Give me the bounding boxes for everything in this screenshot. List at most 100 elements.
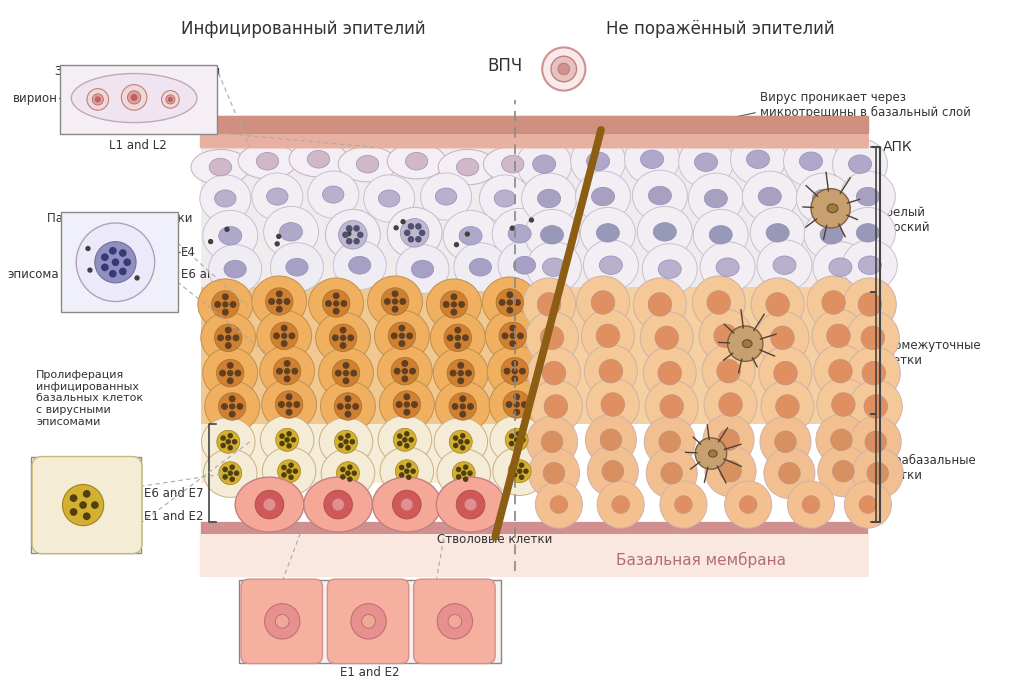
Circle shape (811, 189, 850, 228)
Circle shape (640, 311, 693, 364)
Circle shape (345, 404, 350, 409)
Ellipse shape (489, 379, 544, 430)
Ellipse shape (319, 417, 373, 466)
Ellipse shape (813, 242, 868, 292)
Circle shape (416, 224, 421, 229)
Circle shape (846, 311, 899, 364)
Circle shape (510, 333, 515, 338)
Circle shape (660, 462, 682, 484)
Circle shape (465, 440, 469, 444)
Circle shape (350, 440, 354, 444)
Circle shape (519, 368, 525, 374)
Ellipse shape (498, 240, 551, 290)
Circle shape (867, 462, 889, 484)
Bar (201, 424, 515, 483)
Circle shape (225, 227, 229, 232)
Circle shape (334, 293, 339, 298)
Circle shape (400, 219, 429, 247)
Circle shape (71, 495, 77, 501)
Ellipse shape (204, 449, 257, 497)
Circle shape (449, 615, 462, 628)
Circle shape (334, 393, 361, 420)
FancyBboxPatch shape (328, 579, 409, 663)
Ellipse shape (841, 171, 895, 222)
Circle shape (264, 604, 300, 639)
Ellipse shape (493, 208, 547, 260)
Ellipse shape (270, 242, 324, 292)
Circle shape (236, 370, 241, 376)
Ellipse shape (286, 258, 308, 276)
Circle shape (354, 226, 359, 231)
Circle shape (217, 430, 240, 454)
Circle shape (501, 357, 528, 385)
Circle shape (226, 335, 230, 340)
Circle shape (831, 393, 855, 416)
Circle shape (354, 238, 359, 244)
Circle shape (341, 301, 346, 306)
Circle shape (285, 298, 290, 304)
Circle shape (450, 430, 472, 454)
Circle shape (454, 436, 458, 440)
Circle shape (120, 268, 126, 275)
Circle shape (456, 335, 461, 340)
Circle shape (519, 463, 523, 467)
Circle shape (543, 462, 565, 484)
Circle shape (113, 259, 119, 266)
Ellipse shape (742, 339, 752, 348)
Circle shape (703, 415, 754, 465)
Circle shape (407, 333, 413, 339)
Circle shape (529, 380, 583, 433)
Circle shape (343, 378, 349, 384)
Circle shape (420, 230, 425, 236)
Ellipse shape (430, 312, 485, 363)
Circle shape (596, 324, 620, 348)
Ellipse shape (421, 173, 472, 220)
Circle shape (122, 85, 146, 110)
Circle shape (326, 301, 331, 306)
Circle shape (339, 443, 343, 447)
Ellipse shape (633, 170, 687, 221)
Circle shape (455, 327, 461, 333)
Circle shape (512, 465, 516, 470)
Circle shape (524, 469, 528, 473)
Circle shape (404, 469, 409, 473)
Circle shape (460, 404, 465, 409)
Circle shape (818, 446, 869, 497)
Circle shape (337, 462, 359, 485)
Ellipse shape (308, 278, 364, 329)
Bar (515, 287, 868, 424)
Ellipse shape (483, 147, 542, 182)
FancyBboxPatch shape (200, 521, 869, 577)
Circle shape (714, 324, 737, 348)
Circle shape (443, 302, 449, 307)
Circle shape (514, 409, 519, 415)
Circle shape (345, 396, 350, 402)
Circle shape (110, 270, 116, 277)
Circle shape (287, 432, 291, 436)
Ellipse shape (538, 189, 560, 208)
Circle shape (597, 481, 644, 528)
Circle shape (510, 341, 515, 346)
Circle shape (602, 460, 624, 482)
Circle shape (332, 499, 344, 511)
Circle shape (449, 393, 476, 420)
Circle shape (519, 475, 523, 479)
Circle shape (822, 291, 846, 314)
Circle shape (276, 234, 281, 238)
Circle shape (457, 467, 461, 471)
Ellipse shape (256, 152, 279, 170)
Circle shape (287, 444, 291, 448)
Circle shape (401, 220, 406, 223)
Circle shape (218, 335, 223, 341)
Circle shape (462, 471, 466, 475)
Ellipse shape (203, 210, 258, 261)
Ellipse shape (338, 147, 397, 182)
Circle shape (275, 391, 303, 418)
Circle shape (759, 347, 812, 400)
Ellipse shape (304, 477, 373, 532)
Circle shape (395, 460, 418, 483)
Ellipse shape (625, 134, 680, 184)
Circle shape (499, 322, 526, 350)
Ellipse shape (426, 279, 481, 330)
Circle shape (510, 434, 514, 438)
